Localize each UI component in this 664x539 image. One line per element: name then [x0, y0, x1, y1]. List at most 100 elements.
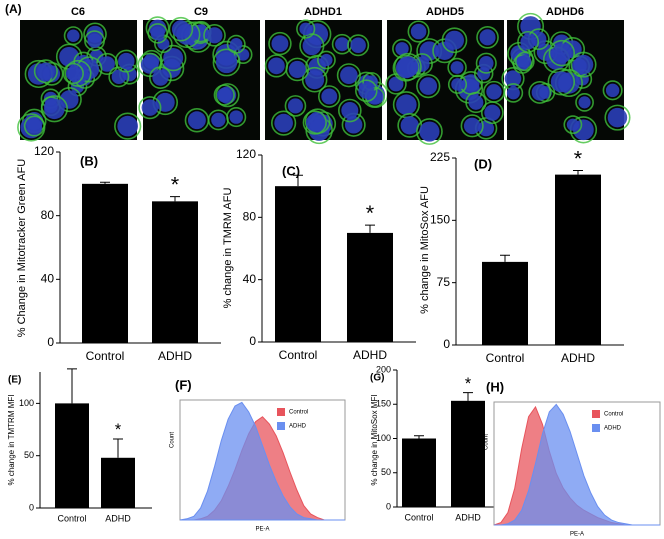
cell-nucleus [206, 27, 223, 44]
image-header: ADHD6 [546, 6, 584, 18]
legend-label: ADHD [289, 424, 307, 430]
y-tick-label: 150 [376, 399, 391, 409]
panel-label: (D) [474, 156, 492, 171]
cell-nucleus [388, 76, 404, 92]
cell-nucleus [518, 54, 532, 68]
cell-nucleus [268, 57, 285, 75]
cell-membrane [268, 31, 292, 56]
cell-membrane [392, 38, 413, 59]
image-header: C6 [71, 6, 85, 18]
cell-membrane [40, 95, 68, 123]
cell-membrane [407, 20, 430, 43]
x-tick-label: ADHD [561, 351, 595, 365]
cell-nucleus [444, 30, 465, 50]
y-tick-label: 75 [437, 275, 451, 289]
cell-membrane [336, 63, 361, 88]
image-header: C9 [194, 6, 208, 18]
cell-membrane [64, 59, 92, 87]
cell-nucleus [321, 88, 338, 105]
cell-membrane [512, 54, 533, 74]
cell-membrane [63, 26, 83, 46]
cell-membrane [168, 16, 194, 42]
cell-membrane [203, 24, 226, 47]
y-axis-label: % Change in Mitotracker Green AFU [16, 159, 28, 338]
error-bar [463, 392, 473, 401]
cell-nucleus [27, 118, 42, 134]
cell-membrane [138, 96, 162, 120]
y-tick-label: 0 [29, 502, 34, 512]
cell-nucleus [287, 98, 303, 114]
cell-nucleus [157, 37, 170, 50]
cell-membrane [570, 51, 597, 78]
y-tick-label: 40 [41, 272, 55, 286]
significance-marker: * [366, 200, 375, 225]
cell-nucleus [187, 111, 206, 130]
y-axis-label: % change in TMTRM MFI [7, 395, 16, 486]
cell-nucleus [141, 99, 159, 116]
cell-nucleus [419, 77, 438, 95]
cell-membrane [475, 52, 497, 74]
cell-nucleus [506, 86, 520, 100]
cell-nucleus [605, 83, 620, 98]
cell-membrane [563, 115, 583, 135]
cell-membrane [548, 39, 576, 67]
cell-nucleus [531, 84, 548, 101]
cell-membrane [416, 118, 443, 145]
y-tick-label: 200 [376, 364, 391, 374]
cell-nucleus [305, 113, 324, 132]
cell-membrane [114, 112, 142, 140]
cell-membrane [575, 93, 594, 112]
cell-nucleus [520, 34, 536, 50]
cell-membrane [317, 50, 336, 70]
cell-membrane [84, 30, 105, 52]
cell-nucleus [216, 87, 232, 103]
cell-nucleus [302, 36, 322, 56]
significance-marker: * [171, 171, 180, 196]
cell-nucleus [335, 37, 350, 52]
cell-membrane [226, 107, 247, 128]
cell-membrane [432, 38, 458, 64]
y-tick-label: 150 [430, 213, 450, 227]
cell-membrane [338, 98, 362, 123]
bar [82, 183, 128, 343]
y-tick-label: 50 [381, 467, 391, 477]
cell-membrane [108, 66, 130, 88]
y-axis-label: Count [170, 432, 176, 448]
legend-label: ADHD [604, 426, 622, 432]
y-axis-label: % change in MitoSox MFI [370, 394, 379, 485]
cell-membrane [299, 33, 325, 59]
bar [152, 201, 198, 343]
cell-nucleus [451, 78, 464, 91]
cell-membrane [503, 83, 524, 103]
cell-membrane [515, 51, 535, 72]
y-tick-label: 100 [376, 433, 391, 443]
cell-nucleus [396, 94, 417, 115]
error-bar [293, 174, 303, 187]
cell-nucleus [551, 43, 572, 64]
x-tick-label: ADHD [455, 512, 481, 522]
bar [347, 232, 393, 342]
legend-label: Control [289, 410, 308, 416]
cell-membrane [604, 104, 631, 131]
panel-label: (A) [5, 2, 22, 16]
cell-membrane [347, 34, 370, 57]
x-tick-label: Control [279, 348, 318, 362]
cell-nucleus [479, 55, 494, 71]
cell-membrane [284, 95, 307, 117]
cell-nucleus [450, 61, 464, 74]
cell-nucleus [163, 48, 184, 68]
y-axis-label: Count [484, 434, 490, 450]
cell-membrane [318, 85, 341, 108]
significance-marker: * [574, 145, 583, 170]
cell-nucleus [607, 107, 628, 128]
cell-membrane [441, 27, 468, 54]
cell-membrane [547, 68, 576, 96]
cell-nucleus [573, 54, 594, 75]
legend-swatch [277, 422, 285, 430]
cell-nucleus [99, 56, 115, 72]
cell-membrane [114, 49, 138, 73]
error-bar [573, 169, 583, 175]
cell-nucleus [211, 112, 226, 128]
cell-nucleus [111, 69, 127, 85]
